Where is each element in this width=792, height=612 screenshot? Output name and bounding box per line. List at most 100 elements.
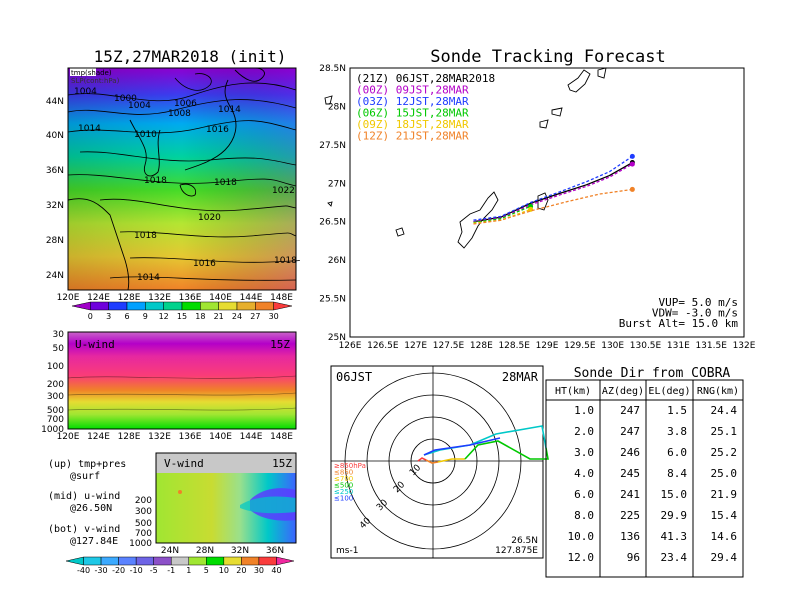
isobar-label: 1022 — [272, 186, 295, 196]
tracking-y-tick-label: 27.5N — [319, 141, 346, 151]
tracking-x-tick-label: 126E — [339, 341, 362, 351]
islands — [324, 67, 607, 249]
u-wind-time: 15Z — [270, 338, 290, 351]
isobar-label: 1018 — [214, 178, 237, 188]
table-cell: 21.9 — [711, 488, 738, 501]
hodograph-level-entry: ≤700 — [334, 475, 353, 483]
v-wind-y-tick-label: 700 — [135, 529, 152, 539]
map-x-tick-label: 148E — [270, 293, 293, 303]
map-title: 15Z,27MAR2018 (init) — [94, 47, 287, 66]
tracking-legend: (21Z) 06JST,28MAR2018(00Z) 09JST,28MAR(0… — [356, 72, 495, 143]
map-x-tick-label: 132E — [148, 293, 171, 303]
map-y-tick-label: 24N — [46, 271, 64, 281]
tracking-y-tick-label: 25N — [328, 333, 346, 343]
v-wind-x-tick-label: 28N — [196, 546, 214, 556]
wind-colorbar-label: 20 — [236, 566, 246, 575]
sonde-parameter: Burst Alt= 15.0 km — [619, 317, 739, 330]
map-y-tick-label: 32N — [46, 201, 64, 211]
wind-colorbar-label: 10 — [219, 566, 229, 575]
isobar-label: 1014 — [78, 124, 101, 134]
hodograph-lat: 26.5N — [511, 536, 538, 546]
table-cell: 136 — [620, 530, 640, 543]
map-x-tick-label: 144E — [240, 293, 263, 303]
panel-legend-label: (bot) v-wind — [48, 524, 120, 535]
track-line — [473, 155, 633, 221]
panel-legend-label: (up) tmp+pres — [48, 459, 126, 470]
table-header-cell: RNG(km) — [697, 386, 739, 397]
u-wind-y-tick-label: 50 — [53, 344, 65, 354]
v-wind-x-tick-label: 36N — [266, 546, 284, 556]
u-wind-y-tick-label: 200 — [47, 380, 64, 390]
v-wind-title: V-wind — [164, 457, 204, 470]
wind-colorbar-swatch — [65, 556, 84, 566]
map-y-axis-labels: 44N 40N 36N 32N 28N 24N — [46, 97, 64, 281]
wind-colorbar-label: -10 — [130, 566, 143, 575]
map-x-tick-label: 124E — [87, 293, 110, 303]
wind-colorbar — [65, 556, 295, 566]
isobar-label: 1010 — [134, 130, 157, 140]
track-line — [473, 205, 531, 224]
table-cell: 14.6 — [711, 530, 738, 543]
map-title-overlay: tmp(shade) SLP(cont:hPa) — [70, 68, 120, 85]
map-y-tick-label: 44N — [46, 97, 64, 107]
wind-colorbar-label: -30 — [95, 566, 108, 575]
track-line — [473, 163, 633, 223]
temperature-colorbar-swatch — [145, 301, 164, 311]
isobar-label: 1006 — [174, 99, 197, 109]
track-series — [473, 153, 635, 225]
map-x-tick-label: 120E — [57, 293, 80, 303]
tracking-x-tick-label: 131E — [667, 341, 690, 351]
u-wind-x-tick-label: 132E — [148, 432, 171, 442]
u-wind-x-tick-label: 120E — [57, 432, 80, 442]
tracking-legend-entry: (09Z) 18JST,28MAR — [356, 118, 469, 131]
v-wind-x-tick-label: 24N — [161, 546, 179, 556]
table-cell: 29.4 — [711, 551, 738, 564]
wind-colorbar-swatch — [135, 556, 154, 566]
table-cell: 3.8 — [667, 425, 687, 438]
hodograph-trace — [417, 425, 549, 464]
temperature-colorbar-swatch — [108, 301, 128, 311]
temperature-colorbar-label: 30 — [269, 312, 279, 321]
temperature-colorbar-label: 12 — [159, 312, 169, 321]
tracking-y-tick-label: 25.5N — [319, 295, 346, 305]
wind-colorbar-swatch — [258, 556, 277, 566]
table-cell: 1.5 — [667, 404, 687, 417]
hodograph-level-legend: ≥850hPa≤850≤700≤500≤250≤100 — [334, 462, 366, 503]
table-cell: 41.3 — [661, 530, 688, 543]
isobar-label: 1018 — [134, 231, 157, 241]
wind-colorbar-label: -20 — [112, 566, 125, 575]
track-line — [473, 161, 633, 223]
table-cell: 8.0 — [574, 509, 594, 522]
tracking-y-tick-label: 26N — [328, 256, 346, 266]
temperature-colorbar-label: 9 — [143, 312, 148, 321]
map-x-tick-label: 140E — [209, 293, 232, 303]
tracking-legend-entry: (12Z) 21JST,28MAR — [356, 130, 469, 143]
tracking-x-tick-label: 130.5E — [630, 341, 662, 351]
table-cell: 225 — [620, 509, 640, 522]
wind-colorbar-swatch — [276, 556, 295, 566]
v-wind-y-tick-label: 200 — [135, 496, 152, 506]
tracking-x-tick-label: 127.5E — [433, 341, 465, 351]
tracking-y-tick-label: 27N — [328, 179, 346, 189]
u-wind-x-tick-label: 144E — [240, 432, 263, 442]
hodograph-lon: 127.875E — [495, 546, 538, 556]
table-cell: 1.0 — [574, 404, 594, 417]
wind-colorbar-swatch — [153, 556, 172, 566]
isobar-label: 1004 — [128, 101, 151, 111]
table-cell: 96 — [627, 551, 640, 564]
table-cell: 8.4 — [667, 467, 687, 480]
u-wind-x-labels: 120E 124E 128E 132E 136E 140E 144E 148E — [57, 432, 294, 442]
sonde-parameter: VUP= 5.0 m/s — [659, 296, 738, 309]
coastlines — [67, 67, 265, 291]
hodograph-level-entry: ≤250 — [334, 488, 353, 496]
temperature-colorbar-label: 0 — [88, 312, 93, 321]
wind-colorbar-labels: -40 -30 -20 -10 -5 -1 1 5 10 20 30 40 — [77, 566, 282, 575]
isobar-label: 1000 — [114, 94, 137, 104]
tracking-x-tick-label: 127E — [404, 341, 427, 351]
tracking-x-tick-label: 128.5E — [498, 341, 530, 351]
u-wind-x-tick-label: 148E — [270, 432, 293, 442]
temperature-colorbar-swatch — [255, 301, 274, 311]
panel-legend-location: @26.50N — [70, 503, 112, 514]
